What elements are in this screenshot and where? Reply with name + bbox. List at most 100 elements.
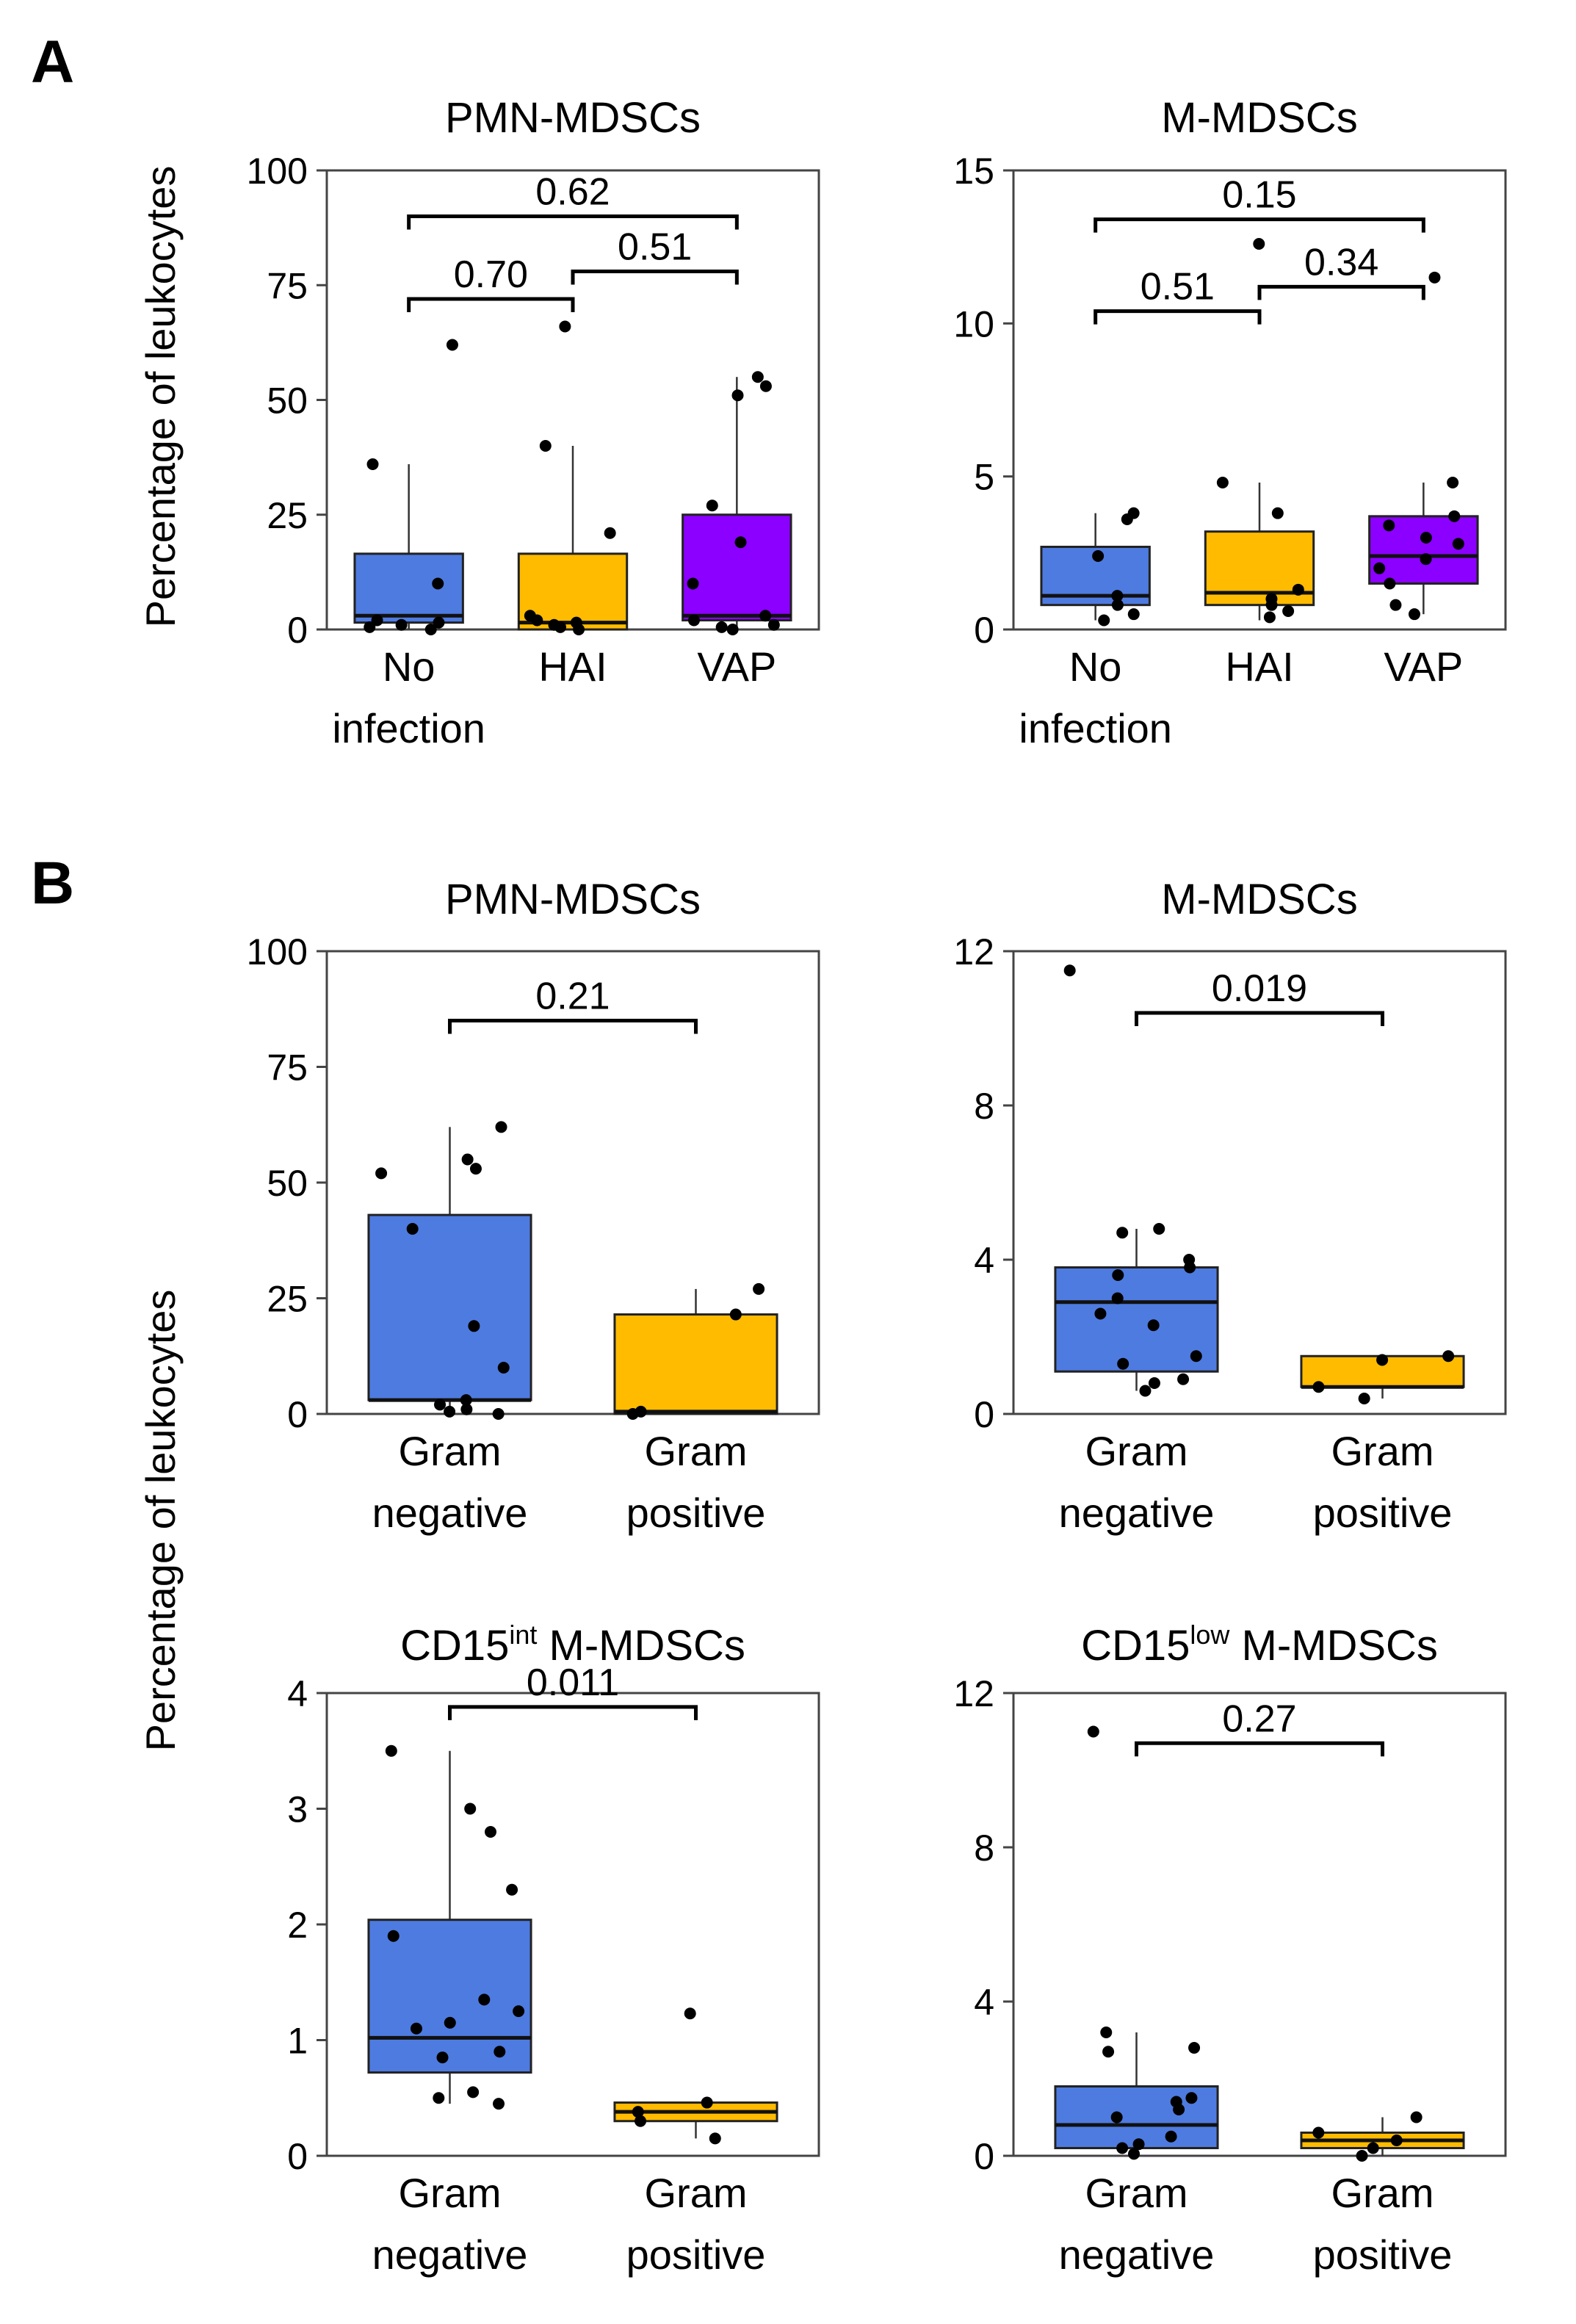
category-label-line: Gram xyxy=(1085,1428,1188,1474)
data-point xyxy=(1420,532,1432,544)
y-tick-label: 0 xyxy=(287,2136,308,2177)
chart-title: PMN-MDSCs xyxy=(445,876,701,923)
plot-frame xyxy=(1012,169,1507,631)
category-label: Gram negative xyxy=(1059,1428,1215,1536)
data-point xyxy=(494,2046,506,2058)
y-tick-label: 0 xyxy=(974,2136,994,2177)
category-label: Gram positive xyxy=(1313,1428,1453,1536)
data-point xyxy=(687,614,700,627)
data-point xyxy=(1102,2046,1115,2058)
box xyxy=(682,513,792,621)
chart-title: CD15int M-MDSCs xyxy=(400,1620,745,1670)
significance-bracket xyxy=(448,1705,698,1720)
data-point xyxy=(759,380,772,392)
y-tick-label: 0 xyxy=(287,610,308,651)
data-point xyxy=(706,499,718,512)
data-point xyxy=(1410,2111,1423,2123)
data-point xyxy=(436,2051,449,2064)
data-point xyxy=(432,577,444,590)
category-label-line: Gram xyxy=(399,1428,502,1474)
data-point xyxy=(1384,577,1396,590)
data-point xyxy=(731,389,744,402)
p-value-label: 0.51 xyxy=(1141,266,1215,308)
y-tick-label: 0 xyxy=(287,1394,308,1435)
chart-a1-pmn-mdscs: PMN-MDSCs 0 25 50 75 100 No infection HAI VAP 0.70… xyxy=(247,94,820,751)
p-value-label: 0.15 xyxy=(1222,174,1296,217)
p-value-label: 0.70 xyxy=(454,253,528,296)
y-tick-label: 50 xyxy=(267,380,308,422)
data-point xyxy=(1185,2092,1198,2104)
title-suffix: M-MDSCs xyxy=(1229,1622,1438,1670)
data-point xyxy=(371,614,383,627)
panel-label-b: B xyxy=(31,850,74,917)
title-superscript: low xyxy=(1190,1620,1230,1650)
data-point xyxy=(604,527,616,539)
data-point xyxy=(1216,477,1229,488)
data-point xyxy=(497,1362,510,1374)
data-point xyxy=(684,2007,696,2020)
chart-title: M-MDSCs xyxy=(1161,876,1357,923)
data-point xyxy=(506,1883,518,1896)
data-point xyxy=(1147,1319,1160,1332)
data-point xyxy=(364,621,376,633)
data-point xyxy=(1408,608,1420,621)
data-point xyxy=(1376,1354,1389,1366)
data-point xyxy=(1170,2096,1182,2108)
data-point xyxy=(444,1405,456,1418)
y-tick-label: 12 xyxy=(953,931,994,972)
data-point xyxy=(446,339,458,351)
significance-bracket xyxy=(1257,284,1425,300)
data-point xyxy=(759,610,772,622)
chart-title: M-MDSCs xyxy=(1161,94,1357,142)
data-point xyxy=(460,1394,472,1407)
data-point xyxy=(1110,2111,1123,2123)
chart-b1-pmn-mdscs: PMN-MDSCs 0 25 50 75 100 Gram negative Gram posit… xyxy=(247,876,820,1536)
y-tick-label: 1 xyxy=(287,2021,308,2062)
category-label-line: Gram xyxy=(645,2170,748,2216)
data-point xyxy=(632,2106,644,2118)
data-point xyxy=(410,2022,422,2035)
y-tick-label: 100 xyxy=(247,151,308,192)
data-point xyxy=(1127,507,1140,519)
category-label: Gram negative xyxy=(372,1428,528,1536)
data-point xyxy=(1265,593,1278,605)
data-point xyxy=(1132,2138,1145,2151)
y-tick-label: 4 xyxy=(974,1982,994,2023)
y-tick-label: 8 xyxy=(974,1086,994,1127)
data-point xyxy=(524,610,536,622)
y-tick-label: 12 xyxy=(953,1673,994,1714)
data-point xyxy=(433,2092,445,2104)
p-value-label: 0.27 xyxy=(1222,1697,1296,1740)
data-point xyxy=(1112,1269,1124,1281)
plot-frame xyxy=(1012,1692,1507,2157)
title-suffix: M-MDSCs xyxy=(537,1622,745,1670)
category-label-line: No xyxy=(1069,643,1122,690)
data-point xyxy=(1190,1350,1202,1363)
category-label: Gram positive xyxy=(626,2170,766,2278)
data-point xyxy=(753,1282,765,1295)
category-label-line: VAP xyxy=(1384,643,1463,690)
significance-bracket xyxy=(571,270,739,285)
data-point xyxy=(1358,1393,1370,1404)
data-point xyxy=(1111,590,1124,602)
data-point xyxy=(467,2086,480,2099)
data-point xyxy=(1312,1381,1325,1393)
data-point xyxy=(635,1405,647,1418)
title-superscript: int xyxy=(509,1620,537,1650)
panel-label-a: A xyxy=(31,29,74,95)
data-point xyxy=(1448,510,1461,522)
category-label: VAP xyxy=(697,643,776,690)
significance-bracket xyxy=(1094,217,1425,233)
data-point xyxy=(1271,507,1284,519)
data-point xyxy=(767,618,780,631)
data-point xyxy=(715,621,728,633)
chart-b2-m-mdscs: M-MDSCs 0 4 8 12 Gram negative Gram positive 0.01… xyxy=(953,876,1507,1536)
y-tick-label: 75 xyxy=(267,265,308,306)
data-point xyxy=(492,1408,505,1420)
plot-frame xyxy=(1012,950,1507,1415)
y-tick-label: 4 xyxy=(287,1673,308,1714)
category-label-line: positive xyxy=(626,1490,766,1536)
data-point xyxy=(1312,2126,1325,2139)
category-label-line: No xyxy=(383,643,435,690)
y-tick-label: 8 xyxy=(974,1827,994,1869)
